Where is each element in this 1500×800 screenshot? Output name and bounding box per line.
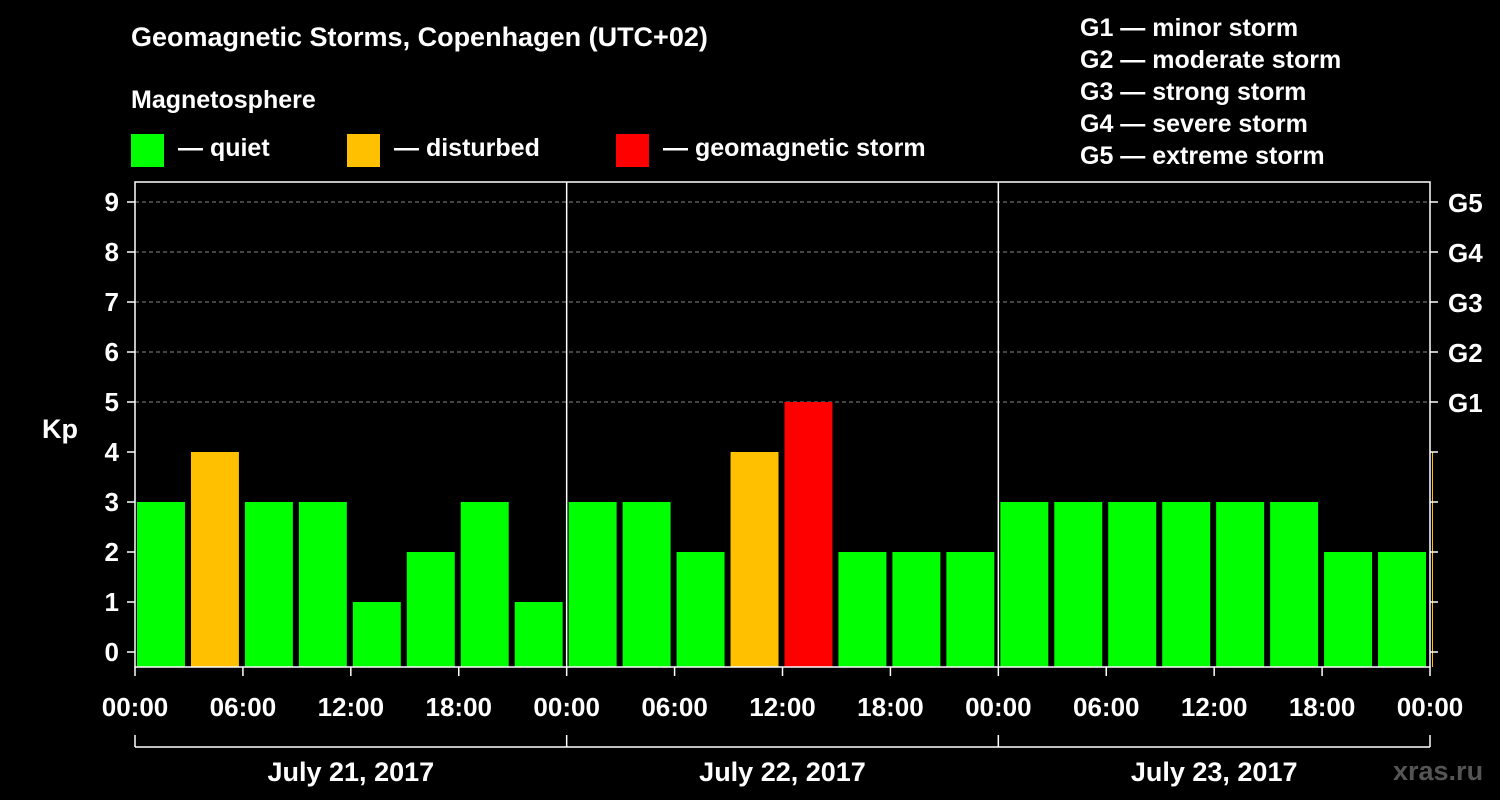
bar-22 <box>1270 502 1319 667</box>
storm-scale-g5: G5 — extreme storm <box>1080 142 1325 170</box>
legend-label-storm: — geomagnetic storm <box>663 134 926 162</box>
storm-scale-g4: G4 — severe storm <box>1080 110 1308 138</box>
legend-swatch-storm <box>616 134 649 167</box>
bar-14 <box>838 552 887 667</box>
y-tick-label: 1 <box>105 587 119 617</box>
x-tick-label: 06:00 <box>641 692 708 722</box>
bar-17 <box>1000 502 1049 667</box>
y-tick-label: 4 <box>105 437 120 467</box>
y-tick-label: 5 <box>105 387 119 417</box>
y-tick-label: 8 <box>105 237 119 267</box>
bar-8 <box>514 602 563 667</box>
magnetosphere-label: Magnetosphere <box>131 86 316 114</box>
y-tick-label: 6 <box>105 337 119 367</box>
x-tick-label: 12:00 <box>749 692 816 722</box>
legend-label-disturbed: — disturbed <box>394 134 540 162</box>
x-tick-label: 06:00 <box>210 692 277 722</box>
bar-13 <box>784 402 833 667</box>
bar-3 <box>244 502 293 667</box>
storm-scale-g2: G2 — moderate storm <box>1080 46 1342 74</box>
x-tick-label: 00:00 <box>533 692 600 722</box>
bar-24 <box>1378 552 1426 667</box>
bar-10 <box>622 502 671 667</box>
bar-2 <box>190 452 239 667</box>
bar-9 <box>568 502 617 667</box>
brand-watermark: xras.ru <box>1393 756 1484 786</box>
y-tick-label: 9 <box>105 187 119 217</box>
bar-5 <box>352 602 401 667</box>
x-tick-label: 18:00 <box>857 692 924 722</box>
legend-swatch-quiet <box>131 134 164 167</box>
chart-title: Geomagnetic Storms, Copenhagen (UTC+02) <box>131 22 708 52</box>
legend-swatch-disturbed <box>347 134 380 167</box>
right-tick-label: G1 <box>1448 388 1483 418</box>
bar-23 <box>1324 552 1373 667</box>
bar-18 <box>1054 502 1103 667</box>
bar-11 <box>676 552 725 667</box>
x-tick-label: 06:00 <box>1073 692 1140 722</box>
right-tick-label: G4 <box>1448 238 1483 268</box>
bar-20 <box>1162 502 1211 667</box>
day-label: July 21, 2017 <box>268 757 435 787</box>
bar-6 <box>406 552 455 667</box>
storm-scale-g3: G3 — strong storm <box>1080 78 1307 106</box>
right-tick-label: G3 <box>1448 288 1483 318</box>
x-tick-label: 18:00 <box>1289 692 1356 722</box>
right-tick-label: G2 <box>1448 338 1483 368</box>
bar-1 <box>137 502 185 667</box>
bar-12 <box>730 452 779 667</box>
bar-15 <box>892 552 941 667</box>
bar-16 <box>946 552 995 667</box>
x-tick-label: 00:00 <box>1397 692 1464 722</box>
y-tick-label: 7 <box>105 287 119 317</box>
storm-scale-g1: G1 — minor storm <box>1080 14 1299 42</box>
day-label: July 23, 2017 <box>1131 757 1298 787</box>
x-tick-label: 18:00 <box>426 692 493 722</box>
bar-25 <box>1432 452 1433 667</box>
y-tick-label: 0 <box>105 637 119 667</box>
x-tick-label: 00:00 <box>965 692 1032 722</box>
x-tick-label: 12:00 <box>1181 692 1248 722</box>
y-tick-label: 2 <box>105 537 119 567</box>
bar-21 <box>1216 502 1265 667</box>
bar-19 <box>1108 502 1157 667</box>
day-label: July 22, 2017 <box>699 757 866 787</box>
bar-4 <box>298 502 347 667</box>
y-tick-label: 3 <box>105 487 119 517</box>
legend-label-quiet: — quiet <box>178 134 270 162</box>
right-tick-label: G5 <box>1448 188 1483 218</box>
x-tick-label: 12:00 <box>318 692 385 722</box>
bar-7 <box>460 502 509 667</box>
x-tick-label: 00:00 <box>102 692 169 722</box>
y-axis-label: Kp <box>42 414 78 444</box>
